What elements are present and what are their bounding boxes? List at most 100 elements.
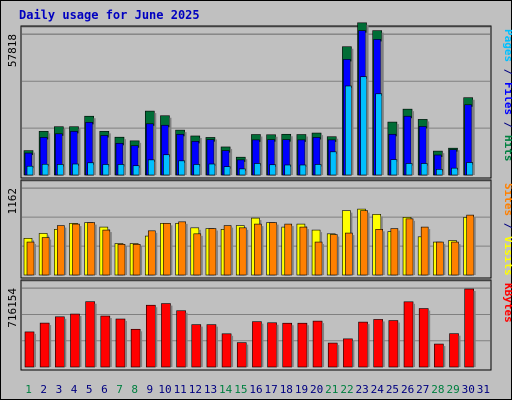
bar-kbytes-shadow — [261, 323, 264, 367]
y-max-label: 1162 — [6, 188, 19, 215]
bar-sites — [208, 228, 217, 276]
bar-sites-shadow — [443, 244, 446, 275]
bar-files-shadow — [304, 141, 307, 175]
bar-files-shadow — [274, 141, 277, 175]
bar-kbytes — [100, 315, 111, 368]
bar-pages — [299, 164, 307, 176]
bar-pages — [254, 163, 261, 176]
legend-entry: Files — [502, 82, 512, 115]
bar-kbytes — [206, 324, 217, 368]
bar-pages — [238, 168, 246, 176]
bar-pages — [466, 162, 473, 176]
bar-pages-shadow — [260, 165, 263, 175]
bar-pages-shadow — [381, 95, 384, 175]
bar-sites-shadow — [322, 244, 325, 275]
bar-kbytes-shadow — [352, 340, 355, 367]
bar-pages-shadow — [412, 165, 415, 175]
bar-kbytes — [39, 322, 50, 368]
bar-files-shadow — [107, 137, 110, 175]
bar-kbytes — [115, 318, 126, 368]
bar-kbytes — [236, 342, 247, 368]
bar-kbytes-shadow — [322, 323, 325, 367]
bar-kbytes-shadow — [64, 318, 67, 367]
bar-sites — [451, 241, 459, 276]
bar-sites — [420, 226, 429, 276]
x-tick-label: 26 — [401, 383, 414, 396]
bar-pages-shadow — [33, 168, 35, 175]
bar-kbytes — [449, 333, 459, 368]
bar-kbytes-shadow — [94, 303, 97, 367]
bar-kbytes-shadow — [306, 325, 309, 367]
x-tick-label: 25 — [386, 383, 399, 396]
bar-sites-shadow — [276, 224, 279, 275]
bar-pages-shadow — [457, 170, 460, 175]
bar-sites-shadow — [337, 236, 340, 275]
bar-kbytes — [358, 321, 368, 368]
legend-entry: Sites — [502, 183, 512, 216]
x-tick-label: 5 — [86, 383, 93, 396]
bar-files-shadow — [62, 135, 65, 175]
bar-files-shadow — [122, 145, 125, 175]
bar-kbytes-shadow — [34, 333, 36, 367]
bar-sites-shadow — [79, 226, 82, 275]
bar-kbytes-shadow — [291, 325, 294, 367]
legend-entry: / — [502, 62, 512, 82]
x-tick-label: 11 — [174, 383, 187, 396]
bar-sites-shadow — [109, 232, 112, 275]
bar-files-shadow — [441, 157, 444, 175]
bar-pages — [208, 163, 216, 176]
bar-sites — [254, 223, 262, 276]
bar-kbytes — [403, 301, 414, 368]
bar-kbytes-shadow — [215, 326, 218, 367]
bar-sites — [238, 227, 247, 276]
bar-kbytes — [145, 304, 156, 368]
bar-sites — [269, 222, 277, 276]
x-tick-label: 30 — [462, 383, 475, 396]
bar-kbytes-shadow — [185, 312, 188, 367]
bar-sites-shadow — [382, 231, 385, 275]
bar-pages — [163, 154, 170, 176]
x-tick-label: 16 — [249, 383, 262, 396]
bar-kbytes — [343, 338, 353, 368]
bar-kbytes — [312, 320, 323, 368]
bar-pages — [390, 159, 398, 176]
bar-kbytes-shadow — [428, 310, 431, 367]
bar-files-shadow — [77, 133, 80, 175]
bar-kbytes-shadow — [337, 345, 340, 367]
bar-sites-shadow — [367, 212, 370, 275]
bar-pages-shadow — [245, 170, 248, 175]
bar-sites — [345, 232, 353, 276]
bar-sites-shadow — [94, 224, 97, 275]
bar-kbytes-shadow — [231, 335, 234, 367]
bar-sites — [87, 222, 95, 276]
bar-kbytes — [176, 310, 186, 368]
bar-pages-shadow — [275, 166, 278, 175]
bar-kbytes — [55, 316, 65, 368]
bar-kbytes-shadow — [124, 321, 127, 367]
bar-pages — [375, 93, 383, 176]
bar-sites — [436, 241, 444, 276]
bar-files-shadow — [168, 127, 171, 175]
bar-pages-shadow — [442, 171, 445, 175]
bar-kbytes-shadow — [109, 318, 112, 367]
x-tick-label: 20 — [310, 383, 323, 396]
bar-kbytes-shadow — [397, 322, 400, 367]
bar-pages — [72, 163, 79, 176]
bar-pages-shadow — [396, 161, 399, 175]
legend-kbytes: KBytes — [502, 283, 512, 323]
bar-sites — [466, 214, 474, 276]
bar-kbytes — [267, 322, 277, 368]
x-tick-label: 1 — [25, 383, 32, 396]
bar-kbytes-shadow — [367, 324, 370, 367]
bar-kbytes — [24, 331, 35, 368]
x-tick-label: 27 — [416, 383, 429, 396]
x-tick-label: 9 — [147, 383, 154, 396]
bar-sites-shadow — [413, 220, 416, 275]
bar-sites — [375, 229, 384, 276]
x-tick-label: 12 — [189, 383, 202, 396]
bar-kbytes — [191, 324, 202, 368]
bar-pages — [269, 164, 276, 176]
legend-sites-visits: Sites / Visits — [502, 183, 512, 276]
bar-files-shadow — [32, 155, 34, 175]
x-tick-label: 3 — [56, 383, 63, 396]
